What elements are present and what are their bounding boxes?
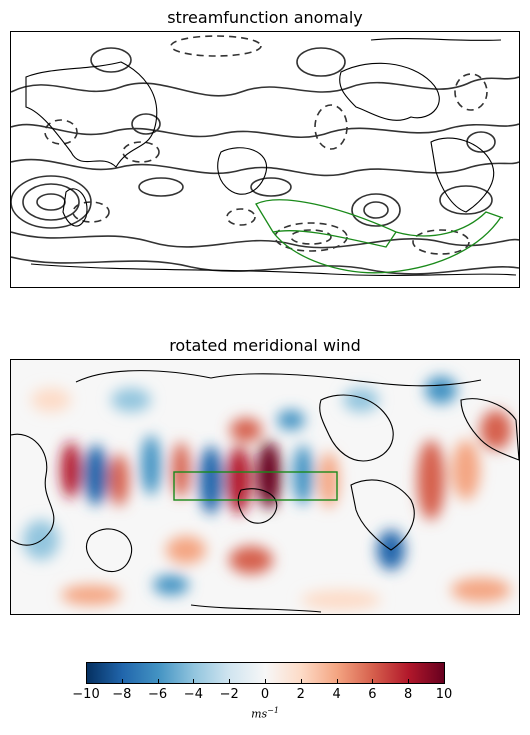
colorbar-tick-label: 0 — [260, 687, 270, 702]
colorbar-tick-label: 2 — [296, 687, 305, 702]
streamfunction-title: streamfunction anomaly — [167, 8, 363, 27]
colorbar-tick-mark — [229, 679, 231, 684]
colorbar-tick-mark — [121, 679, 123, 684]
colorbar-tick-label: 4 — [332, 687, 341, 702]
contour-lines — [11, 47, 519, 275]
highlight-sector-box — [255, 199, 504, 274]
colorbar-tick-mark — [444, 679, 445, 684]
highlight-region-box — [173, 471, 338, 501]
colorbar-tick-mark — [193, 679, 195, 684]
colorbar-tick-mark — [408, 679, 410, 684]
streamfunction-map — [10, 31, 520, 288]
colorbar-tick-mark — [372, 679, 374, 684]
colorbar-tick-label: −8 — [112, 687, 132, 702]
colorbar-tick-label: −4 — [183, 687, 203, 702]
colorbar-tick-label: 8 — [404, 687, 413, 702]
colorbar-tick-mark — [336, 679, 338, 684]
colorbar-tick-mark — [157, 679, 159, 684]
colorbar-tick-label: −6 — [148, 687, 168, 702]
colorbar-tick-mark — [265, 679, 266, 684]
meridional-wind-title: rotated meridional wind — [169, 336, 361, 355]
colorbar-tick-label: −10 — [72, 687, 100, 702]
colorbar-tick-label: 10 — [435, 687, 453, 702]
coastlines — [11, 370, 519, 613]
colorbar-tick-label: 6 — [368, 687, 377, 702]
colorbar-tick-label: −2 — [219, 687, 239, 702]
colorbar-tick-mark — [86, 679, 87, 684]
wind-field — [23, 376, 512, 610]
colorbar-units: ms−1 — [251, 706, 279, 721]
negative-contour-lines — [44, 35, 488, 255]
colorbar-tick-mark — [300, 679, 302, 684]
meridional-wind-map — [10, 359, 520, 615]
coastlines — [25, 38, 517, 276]
